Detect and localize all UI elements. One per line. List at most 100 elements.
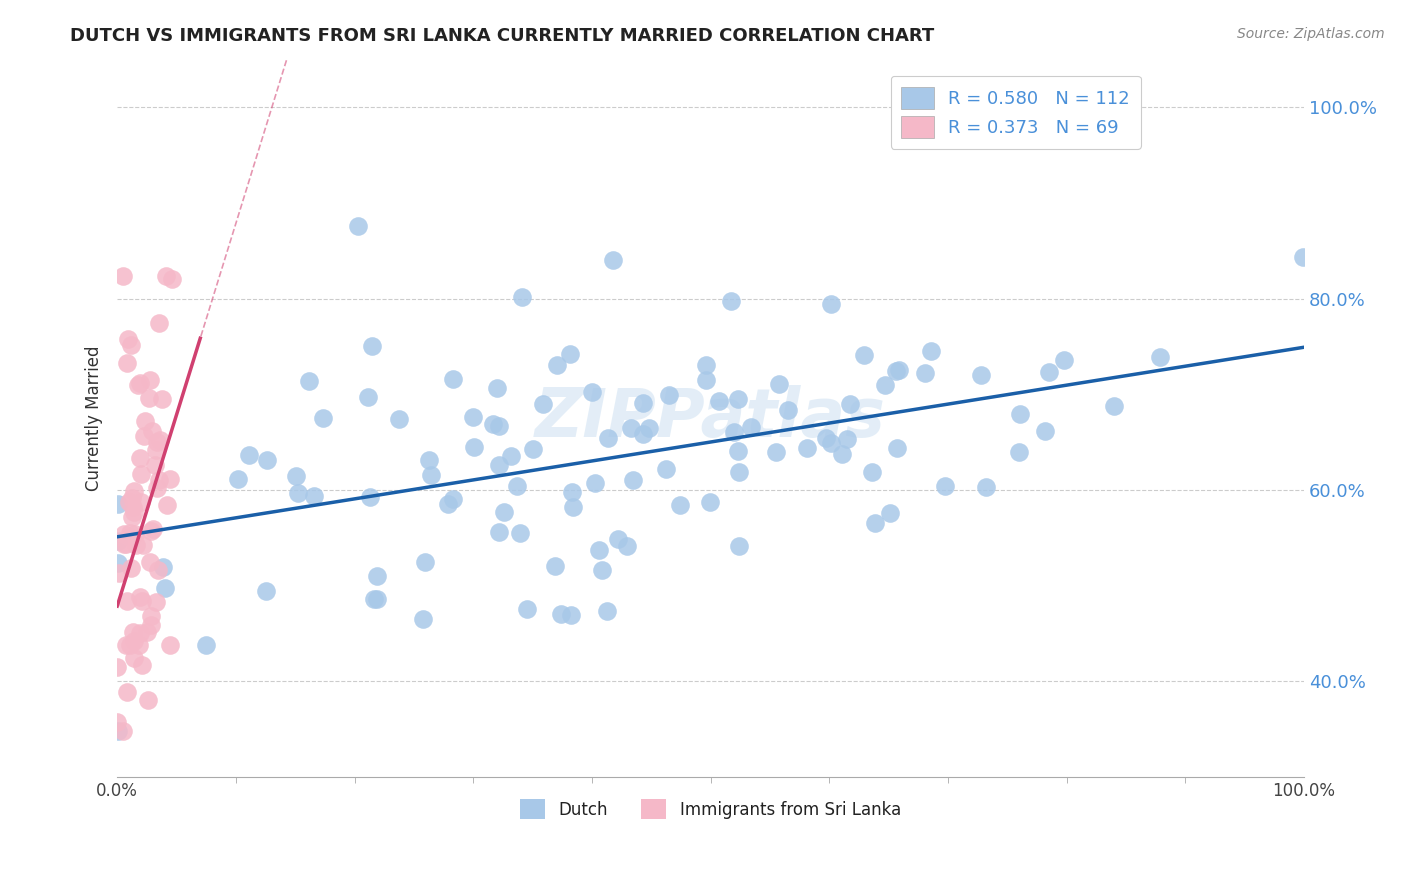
- Point: [550, 607, 572, 621]
- Point: [149, 434, 172, 448]
- Point: [254, 583, 277, 598]
- Point: [1053, 353, 1076, 368]
- Point: [347, 219, 370, 233]
- Point: [256, 453, 278, 467]
- Point: [486, 381, 509, 395]
- Point: [122, 505, 145, 519]
- Point: [112, 537, 135, 551]
- Point: [141, 424, 163, 438]
- Point: [129, 495, 152, 509]
- Point: [583, 475, 606, 490]
- Point: [886, 442, 908, 456]
- Point: [115, 638, 138, 652]
- Point: [156, 498, 179, 512]
- Point: [238, 448, 260, 462]
- Point: [105, 818, 128, 832]
- Point: [831, 447, 853, 461]
- Point: [105, 714, 128, 729]
- Point: [145, 442, 167, 457]
- Point: [148, 473, 170, 487]
- Point: [136, 624, 159, 639]
- Point: [129, 467, 152, 482]
- Point: [120, 529, 142, 543]
- Point: [145, 458, 167, 473]
- Point: [115, 594, 138, 608]
- Point: [141, 524, 163, 538]
- Point: [120, 337, 142, 351]
- Point: [159, 472, 181, 486]
- Point: [226, 472, 249, 486]
- Point: [129, 450, 152, 465]
- Point: [115, 536, 138, 550]
- Point: [150, 392, 173, 406]
- Point: [120, 788, 142, 802]
- Point: [709, 393, 731, 408]
- Point: [727, 444, 749, 458]
- Point: [463, 441, 485, 455]
- Point: [117, 684, 139, 698]
- Point: [412, 612, 434, 626]
- Point: [1149, 350, 1171, 364]
- Point: [695, 359, 717, 373]
- Point: [145, 434, 167, 449]
- Point: [142, 522, 165, 536]
- Point: [107, 566, 129, 581]
- Point: [616, 539, 638, 553]
- Point: [107, 556, 129, 570]
- Point: [886, 364, 908, 378]
- Point: [596, 604, 619, 618]
- Point: [160, 272, 183, 286]
- Point: [463, 409, 485, 424]
- Point: [121, 510, 143, 524]
- Point: [516, 602, 538, 616]
- Point: [544, 558, 567, 573]
- Point: [669, 498, 692, 512]
- Point: [914, 366, 936, 380]
- Point: [852, 347, 875, 361]
- Legend: Dutch, Immigrants from Sri Lanka: Dutch, Immigrants from Sri Lanka: [513, 792, 908, 826]
- Point: [146, 563, 169, 577]
- Point: [581, 384, 603, 399]
- Text: ZIPPatlas: ZIPPatlas: [536, 385, 886, 451]
- Point: [562, 500, 585, 514]
- Point: [195, 639, 218, 653]
- Point: [720, 294, 742, 309]
- Point: [441, 372, 464, 386]
- Point: [560, 608, 582, 623]
- Point: [499, 449, 522, 463]
- Point: [522, 442, 544, 456]
- Point: [112, 527, 135, 541]
- Point: [420, 468, 443, 483]
- Point: [120, 525, 142, 540]
- Point: [125, 538, 148, 552]
- Point: [124, 526, 146, 541]
- Point: [120, 638, 142, 652]
- Point: [118, 495, 141, 509]
- Point: [124, 483, 146, 498]
- Point: [155, 269, 177, 284]
- Point: [1104, 399, 1126, 413]
- Point: [361, 339, 384, 353]
- Point: [107, 497, 129, 511]
- Point: [122, 650, 145, 665]
- Point: [591, 563, 613, 577]
- Point: [437, 498, 460, 512]
- Point: [312, 411, 335, 425]
- Text: Source: ZipAtlas.com: Source: ZipAtlas.com: [1237, 27, 1385, 41]
- Point: [287, 485, 309, 500]
- Point: [418, 452, 440, 467]
- Point: [796, 442, 818, 456]
- Point: [112, 269, 135, 284]
- Point: [121, 500, 143, 515]
- Point: [814, 431, 837, 445]
- Point: [121, 624, 143, 639]
- Point: [357, 390, 380, 404]
- Point: [117, 332, 139, 346]
- Point: [488, 419, 510, 434]
- Point: [561, 485, 583, 500]
- Point: [970, 368, 993, 383]
- Point: [602, 253, 624, 268]
- Point: [284, 468, 307, 483]
- Point: [481, 417, 503, 431]
- Point: [136, 693, 159, 707]
